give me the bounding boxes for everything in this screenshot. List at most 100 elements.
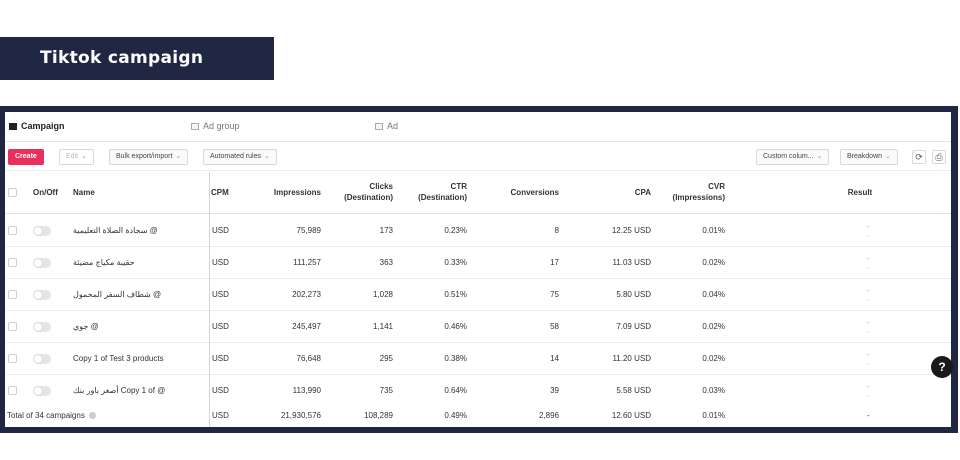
- total-label: Total of 34 campaigns: [7, 411, 97, 420]
- grid-icon: [191, 122, 199, 130]
- table-header: On/Off Name CPM Impressions Clicks (Dest…: [5, 172, 951, 214]
- total-conversions: 2,896: [538, 411, 559, 420]
- row-result: -: [867, 286, 870, 295]
- automated-rules-button[interactable]: Automated rules ⌄: [203, 149, 277, 165]
- row-status-toggle[interactable]: [33, 354, 51, 364]
- row-cvr: 0.02%: [702, 322, 725, 331]
- table-row[interactable]: حقيبة مكياج مضيئة USD 111,257 363 0.33% 17 11.…: [5, 247, 951, 279]
- col-name[interactable]: Name: [73, 188, 95, 197]
- row-cvr: 0.02%: [702, 354, 725, 363]
- col-result[interactable]: Result: [847, 188, 873, 197]
- total-result: -: [867, 411, 870, 420]
- row-checkbox[interactable]: [8, 354, 17, 363]
- row-conversions: 39: [550, 386, 559, 395]
- row-result-sub: -: [867, 393, 870, 400]
- row-conversions: 8: [554, 226, 559, 235]
- row-name[interactable]: Copy 1 of Test 3 products: [73, 354, 164, 363]
- info-icon[interactable]: [89, 412, 97, 420]
- toolbar: Create Edit ⌄ Bulk export/import ⌄ Automat…: [5, 143, 951, 171]
- total-ctr: 0.49%: [444, 411, 467, 420]
- row-ctr: 0.33%: [444, 258, 467, 267]
- frozen-column-divider: [209, 172, 210, 427]
- total-cpm: USD: [212, 411, 229, 420]
- row-checkbox[interactable]: [8, 258, 17, 267]
- tab-campaign[interactable]: Campaign: [9, 121, 65, 131]
- row-checkbox[interactable]: [8, 226, 17, 235]
- row-clicks: 1,028: [372, 290, 393, 299]
- row-result-sub: -: [867, 329, 870, 336]
- total-cpa: 12.60 USD: [611, 411, 651, 420]
- row-cpm: USD: [212, 354, 229, 363]
- row-result-sub: -: [867, 265, 870, 272]
- row-impressions: 76,648: [296, 354, 321, 363]
- header-banner: Tiktok campaign: [0, 37, 274, 80]
- export-icon[interactable]: ⎙: [932, 150, 946, 164]
- row-conversions: 58: [550, 322, 559, 331]
- custom-columns-button[interactable]: Custom colum... ⌄: [756, 149, 830, 165]
- row-name[interactable]: حقيبة مكياج مضيئة: [73, 258, 135, 267]
- help-icon[interactable]: ?: [931, 356, 953, 378]
- banner-title: Tiktok campaign: [40, 48, 204, 68]
- row-status-toggle[interactable]: [33, 226, 51, 236]
- col-ctr[interactable]: CTR (Destination): [418, 182, 467, 202]
- campaign-table-panel: Campaign Ad group Ad Create Edit ⌄ Bulk e…: [5, 112, 951, 427]
- chevron-down-icon: ⌄: [816, 153, 823, 160]
- table-row[interactable]: أصغر باور بنك Copy 1 of @ USD 113,990 735 0.…: [5, 375, 951, 407]
- table-row[interactable]: شطاف السفر المحمول @ USD 202,273 1,028 0.51%…: [5, 279, 951, 311]
- row-cvr: 0.02%: [702, 258, 725, 267]
- row-name[interactable]: شطاف السفر المحمول @: [73, 290, 162, 299]
- bulk-export-import-button[interactable]: Bulk export/import ⌄: [109, 149, 189, 165]
- select-all-checkbox[interactable]: [8, 188, 17, 197]
- table-row[interactable]: جوي @ USD 245,497 1,141 0.46% 58 7.09 USD 0.02%…: [5, 311, 951, 343]
- row-name[interactable]: أصغر باور بنك Copy 1 of @: [73, 386, 166, 395]
- row-clicks: 735: [379, 386, 393, 395]
- row-status-toggle[interactable]: [33, 322, 51, 332]
- folder-icon: [9, 122, 17, 130]
- row-result: -: [867, 254, 870, 263]
- row-cvr: 0.04%: [702, 290, 725, 299]
- table-row[interactable]: سجادة الصلاة التعليمية @ USD 75,989 173 0.23…: [5, 215, 951, 247]
- edit-button[interactable]: Edit ⌄: [59, 149, 94, 165]
- col-impressions[interactable]: Impressions: [273, 188, 321, 197]
- col-cvr[interactable]: CVR (Impressions): [672, 182, 725, 202]
- row-checkbox[interactable]: [8, 386, 17, 395]
- row-cpa: 12.25 USD: [611, 226, 651, 235]
- row-status-toggle[interactable]: [33, 386, 51, 396]
- chevron-down-icon: ⌄: [885, 153, 891, 160]
- row-impressions: 75,989: [296, 226, 321, 235]
- col-cpa[interactable]: CPA: [634, 188, 651, 197]
- row-impressions: 113,990: [292, 386, 321, 395]
- create-button[interactable]: Create: [8, 149, 44, 165]
- level-tabs: Campaign Ad group Ad: [5, 112, 951, 142]
- row-impressions: 245,497: [292, 322, 321, 331]
- table-row[interactable]: Copy 1 of Test 3 products USD 76,648 295 0.3…: [5, 343, 951, 375]
- col-onoff[interactable]: On/Off: [33, 188, 58, 197]
- row-result: -: [867, 350, 870, 359]
- row-impressions: 202,273: [292, 290, 321, 299]
- col-clicks[interactable]: Clicks (Destination): [344, 182, 393, 202]
- screenshot-frame: Campaign Ad group Ad Create Edit ⌄ Bulk e…: [0, 106, 958, 433]
- row-clicks: 363: [379, 258, 393, 267]
- grid-icon: [375, 122, 383, 130]
- row-cpa: 11.03 USD: [612, 258, 651, 267]
- row-checkbox[interactable]: [8, 290, 17, 299]
- row-status-toggle[interactable]: [33, 258, 51, 268]
- row-ctr: 0.64%: [444, 386, 467, 395]
- row-clicks: 295: [379, 354, 393, 363]
- breakdown-button[interactable]: Breakdown ⌄: [840, 149, 898, 165]
- refresh-icon[interactable]: ⟳: [912, 150, 926, 164]
- row-checkbox[interactable]: [8, 322, 17, 331]
- row-name[interactable]: جوي @: [73, 322, 99, 331]
- tab-ad[interactable]: Ad: [375, 121, 398, 131]
- col-cpm[interactable]: CPM: [211, 188, 229, 197]
- row-ctr: 0.23%: [444, 226, 467, 235]
- row-cpm: USD: [212, 322, 229, 331]
- row-cpm: USD: [212, 386, 229, 395]
- row-name[interactable]: سجادة الصلاة التعليمية @: [73, 226, 158, 235]
- col-conversions[interactable]: Conversions: [510, 188, 559, 197]
- total-row: Total of 34 campaigns USD 21,930,576 108…: [5, 406, 951, 427]
- row-status-toggle[interactable]: [33, 290, 51, 300]
- tab-ad-group[interactable]: Ad group: [191, 121, 240, 131]
- row-result-sub: -: [867, 233, 870, 240]
- row-cpm: USD: [212, 226, 229, 235]
